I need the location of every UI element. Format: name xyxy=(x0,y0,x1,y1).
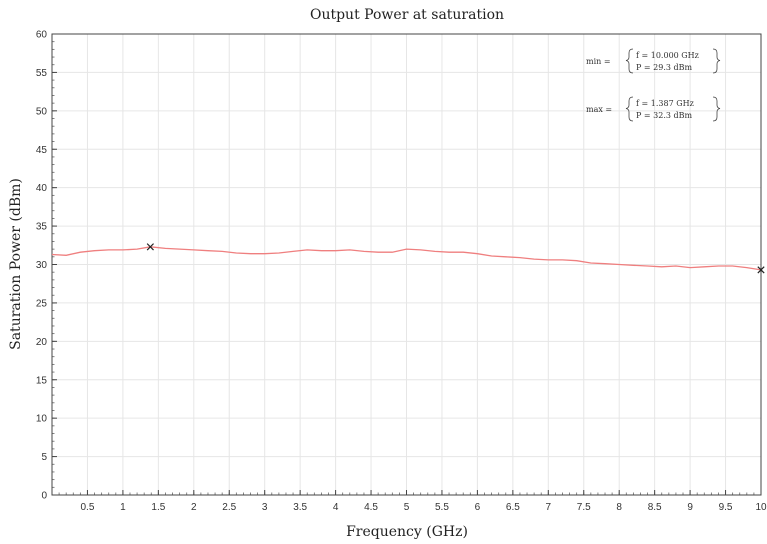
y-tick-label: 25 xyxy=(36,298,48,309)
x-tick-label: 3 xyxy=(262,502,268,513)
chart-title: Output Power at saturation xyxy=(310,7,504,23)
x-tick-label: 8.5 xyxy=(648,502,662,513)
extremum-marker xyxy=(757,266,765,274)
x-tick-label: 8 xyxy=(616,502,622,513)
max-power: P = 32.3 dBm xyxy=(636,111,693,120)
x-tick-label: 5.5 xyxy=(435,502,449,513)
y-tick-label: 40 xyxy=(36,183,48,194)
y-tick-label: 35 xyxy=(36,222,48,233)
y-tick-label: 15 xyxy=(36,375,48,386)
saturation-power-line xyxy=(51,246,762,271)
marker-stroke xyxy=(146,243,154,251)
x-tick-label: 4.5 xyxy=(364,502,378,513)
x-tick-label: 2 xyxy=(191,502,197,513)
extremum-marker xyxy=(146,243,154,251)
x-tick-label: 6 xyxy=(475,502,481,513)
y-tick-label: 30 xyxy=(36,260,48,271)
max-left-brace xyxy=(625,96,634,122)
y-tick-label: 50 xyxy=(36,106,48,117)
max-frequency: f = 1.387 GHz xyxy=(636,99,694,108)
x-tick-label: 9 xyxy=(687,502,693,513)
x-tick-label: 2.5 xyxy=(222,502,236,513)
min-right-brace xyxy=(712,48,721,74)
min-frequency: f = 10.000 GHz xyxy=(636,51,699,60)
min-power: P = 29.3 dBm xyxy=(636,63,693,72)
x-tick-label: 10 xyxy=(755,502,767,513)
min-annotation: min = f = 10.000 GHz P = 29.3 dBm xyxy=(586,48,721,74)
min-left-brace xyxy=(625,48,634,74)
marker-stroke xyxy=(757,266,765,274)
marker-layer xyxy=(146,243,765,274)
x-tick-label: 7 xyxy=(546,502,552,513)
x-tick-label: 9.5 xyxy=(719,502,733,513)
x-tick-label: 6.5 xyxy=(506,502,520,513)
max-right-brace xyxy=(712,96,721,122)
y-tick-label: 60 xyxy=(36,30,48,41)
x-tick-label: 0.5 xyxy=(80,502,94,513)
grid xyxy=(52,34,761,495)
x-tick-label: 3.5 xyxy=(293,502,307,513)
y-tick-label: 20 xyxy=(36,337,48,348)
x-tick-label: 1 xyxy=(120,502,126,513)
min-label: min = xyxy=(586,57,611,66)
y-tick-label: 5 xyxy=(41,452,47,463)
x-tick-label: 1.5 xyxy=(151,502,165,513)
x-axis-label: Frequency (GHz) xyxy=(346,524,468,540)
y-tick-label: 45 xyxy=(36,145,48,156)
y-axis-label: Saturation Power (dBm) xyxy=(8,178,24,350)
y-tick-label: 0 xyxy=(41,491,47,502)
x-tick-label: 5 xyxy=(404,502,410,513)
tick-labels: 0.5 1 1.5 2 2.5 3 3.5 4 4.5 5 5.5 6 6.5 7 7.5 8 8.5 9 9.5 1… xyxy=(36,30,767,514)
y-tick-label: 55 xyxy=(36,68,48,79)
y-tick-label: 10 xyxy=(36,414,48,425)
x-tick-label: 4 xyxy=(333,502,339,513)
max-annotation: max = f = 1.387 GHz P = 32.3 dBm xyxy=(586,96,721,122)
max-label: max = xyxy=(586,105,612,114)
x-tick-label: 7.5 xyxy=(577,502,591,513)
series-layer xyxy=(51,246,762,271)
